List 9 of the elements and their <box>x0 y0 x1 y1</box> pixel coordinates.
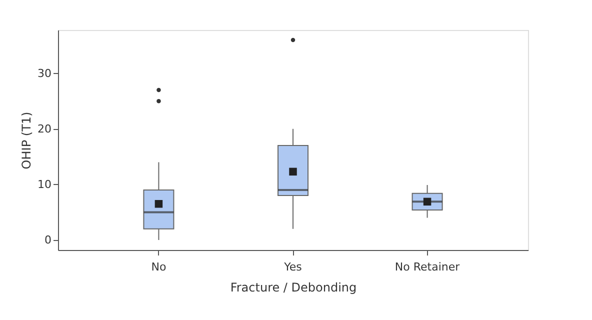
y-tick-label: 0 <box>44 234 52 246</box>
y-axis-title: OHIP (T1) <box>20 112 34 170</box>
x-tick-label: No <box>151 260 166 274</box>
x-tick-label: No Retainer <box>394 260 460 274</box>
x-tick-label: Yes <box>283 260 302 274</box>
y-tick-label: 20 <box>38 122 52 136</box>
y-tick-label: 30 <box>38 66 52 80</box>
y-tick-label: 10 <box>38 178 52 191</box>
x-axis-title: Fracture / Debonding <box>230 280 357 294</box>
